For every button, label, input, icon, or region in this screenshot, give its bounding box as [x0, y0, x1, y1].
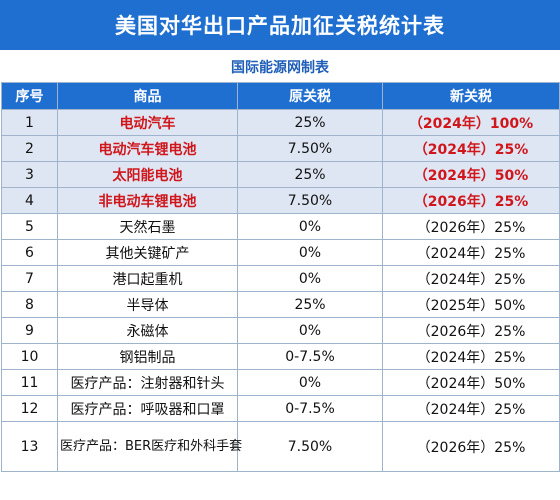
header-item: 商品 [57, 82, 238, 110]
row-index: 6 [1, 239, 58, 266]
row-item: 永磁体 [57, 317, 238, 344]
header-new-tariff: 新关税 [382, 82, 560, 110]
row-old-tariff: 7.50% [237, 135, 383, 162]
row-item: 钢铝制品 [57, 343, 238, 370]
row-new-tariff: （2024年）25% [382, 265, 560, 292]
row-item: 半导体 [57, 291, 238, 318]
row-new-tariff: （2024年）25% [382, 135, 560, 162]
row-new-tariff: （2026年）25% [382, 213, 560, 240]
row-old-tariff: 0-7.5% [237, 395, 383, 422]
page-title: 美国对华出口产品加征关税统计表 [0, 0, 560, 50]
row-item: 港口起重机 [57, 265, 238, 292]
table-row: 6 其他关键矿产 0% （2024年）25% [1, 239, 560, 266]
row-item: 电动汽车 [57, 109, 238, 136]
row-item: 其他关键矿产 [57, 239, 238, 266]
row-old-tariff: 25% [237, 291, 383, 318]
table-row: 11 医疗产品：注射器和针头 0% （2024年）50% [1, 369, 560, 396]
row-item: 医疗产品：呼吸器和口罩 [57, 395, 238, 422]
table-row: 10 钢铝制品 0-7.5% （2024年）25% [1, 343, 560, 370]
row-old-tariff: 25% [237, 161, 383, 188]
row-new-tariff: （2024年）100% [382, 109, 560, 136]
row-new-tariff: （2024年）25% [382, 343, 560, 370]
table-header-row: 序号 商品 原关税 新关税 [1, 82, 560, 110]
row-index: 3 [1, 161, 58, 188]
row-index: 2 [1, 135, 58, 162]
row-index: 1 [1, 109, 58, 136]
row-old-tariff: 0% [237, 369, 383, 396]
row-new-tariff: （2024年）25% [382, 395, 560, 422]
row-item: 电动汽车锂电池 [57, 135, 238, 162]
table-row: 12 医疗产品：呼吸器和口罩 0-7.5% （2024年）25% [1, 395, 560, 422]
row-old-tariff: 0% [237, 213, 383, 240]
row-item: 非电动车锂电池 [57, 187, 238, 214]
table-row: 2 电动汽车锂电池 7.50% （2024年）25% [1, 135, 560, 162]
row-index: 9 [1, 317, 58, 344]
row-new-tariff: （2024年）50% [382, 161, 560, 188]
tariff-table: 序号 商品 原关税 新关税 1 电动汽车 25% （2024年）100% 2 电… [1, 82, 560, 472]
row-old-tariff: 0% [237, 265, 383, 292]
header-index: 序号 [1, 82, 58, 110]
row-old-tariff: 7.50% [237, 187, 383, 214]
row-index: 11 [1, 369, 58, 396]
row-old-tariff: 25% [237, 109, 383, 136]
table-row: 7 港口起重机 0% （2024年）25% [1, 265, 560, 292]
row-new-tariff: （2026年）25% [382, 421, 560, 472]
table-row: 3 太阳能电池 25% （2024年）50% [1, 161, 560, 188]
row-index: 10 [1, 343, 58, 370]
table-row: 5 天然石墨 0% （2026年）25% [1, 213, 560, 240]
row-index: 8 [1, 291, 58, 318]
header-old-tariff: 原关税 [237, 82, 383, 110]
row-old-tariff: 0% [237, 239, 383, 266]
row-item: 天然石墨 [57, 213, 238, 240]
row-index: 7 [1, 265, 58, 292]
row-new-tariff: （2024年）25% [382, 239, 560, 266]
table-row: 13 医疗产品：BER医疗和外科手套 7.50% （2026年）25% [1, 421, 560, 472]
row-new-tariff: （2024年）50% [382, 369, 560, 396]
row-index: 12 [1, 395, 58, 422]
page-subtitle: 国际能源网制表 [231, 60, 329, 76]
row-new-tariff: （2025年）50% [382, 291, 560, 318]
row-item: 医疗产品：注射器和针头 [57, 369, 238, 396]
row-item: 太阳能电池 [57, 161, 238, 188]
row-new-tariff: （2026年）25% [382, 317, 560, 344]
row-old-tariff: 0-7.5% [237, 343, 383, 370]
table-row: 1 电动汽车 25% （2024年）100% [1, 109, 560, 136]
table-row: 4 非电动车锂电池 7.50% （2026年）25% [1, 187, 560, 214]
table-row: 8 半导体 25% （2025年）50% [1, 291, 560, 318]
table-row: 9 永磁体 0% （2026年）25% [1, 317, 560, 344]
row-index: 13 [1, 421, 58, 472]
row-item: 医疗产品：BER医疗和外科手套 [57, 421, 242, 472]
row-old-tariff: 7.50% [237, 421, 383, 472]
row-index: 4 [1, 187, 58, 214]
row-index: 5 [1, 213, 58, 240]
row-new-tariff: （2026年）25% [382, 187, 560, 214]
row-old-tariff: 0% [237, 317, 383, 344]
